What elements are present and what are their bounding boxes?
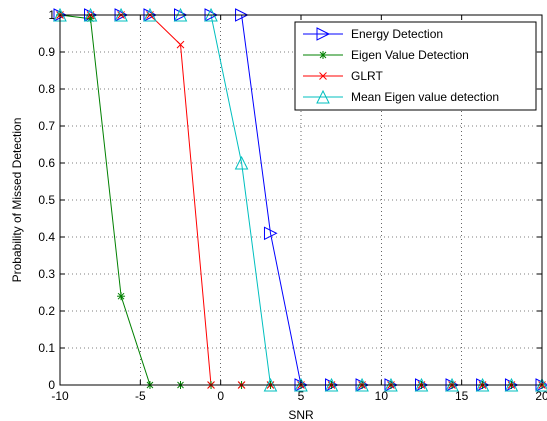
y-tick-label: 1 bbox=[48, 8, 55, 22]
tick-labels: -10 -5 0 5 10 15 20 0 0.1 0.2 0.3 0.4 0.5 0.6 0.7 0.8 0.… bbox=[38, 8, 547, 403]
legend-label: GLRT bbox=[351, 69, 383, 83]
axis-ticks bbox=[59, 14, 543, 386]
y-tick-label: 0.8 bbox=[38, 82, 55, 96]
legend-swatch-marker bbox=[316, 89, 330, 104]
x-tick-label: 15 bbox=[455, 389, 469, 403]
y-tick-label: 0.3 bbox=[38, 267, 55, 281]
legend-item: Eigen Value Detection bbox=[303, 48, 469, 62]
legend-label: Mean Eigen value detection bbox=[351, 90, 499, 104]
data-point-series-1 bbox=[263, 226, 278, 241]
legend-label: Eigen Value Detection bbox=[351, 48, 469, 62]
legend-swatch-marker bbox=[319, 51, 327, 59]
x-tick-label: 0 bbox=[217, 389, 224, 403]
y-axis-label: Probability of Missed Detection bbox=[10, 118, 24, 283]
y-tick-label: 0.7 bbox=[38, 119, 55, 133]
y-tick-label: 0.6 bbox=[38, 156, 55, 170]
legend-swatch-marker bbox=[316, 27, 331, 41]
y-tick-label: 0.5 bbox=[38, 193, 55, 207]
y-tick-label: 0.1 bbox=[38, 341, 55, 355]
x-tick-label: 5 bbox=[298, 389, 305, 403]
y-tick-label: 0.2 bbox=[38, 304, 55, 318]
legend-label: Energy Detection bbox=[351, 27, 443, 41]
legend-item: Mean Eigen value detection bbox=[303, 89, 499, 104]
x-tick-label: -5 bbox=[135, 389, 146, 403]
marker-shape bbox=[234, 155, 249, 170]
marker-shape bbox=[117, 292, 125, 300]
data-point-series-4 bbox=[234, 155, 249, 170]
x-tick-label: 20 bbox=[535, 389, 547, 403]
y-tick-label: 0.4 bbox=[38, 230, 55, 244]
y-tick-label: 0 bbox=[48, 378, 55, 392]
marker-shape bbox=[176, 40, 185, 49]
data-point-series-2 bbox=[117, 292, 126, 301]
legend-swatch-marker bbox=[319, 72, 327, 80]
marker-shape bbox=[263, 226, 278, 241]
marker-shape bbox=[319, 51, 327, 59]
x-tick-label: 10 bbox=[375, 389, 389, 403]
x-axis-label: SNR bbox=[288, 408, 314, 421]
marker-shape bbox=[316, 27, 331, 41]
marker-shape bbox=[319, 72, 327, 80]
legend-box bbox=[294, 21, 537, 111]
marker-shape bbox=[316, 89, 330, 104]
x-tick-label: -10 bbox=[51, 389, 69, 403]
legend-item: Energy Detection bbox=[303, 27, 443, 41]
legend: Energy Detection Eigen Value Detection GLR… bbox=[294, 21, 537, 111]
data-point-series-3 bbox=[176, 40, 185, 49]
y-tick-label: 0.9 bbox=[38, 45, 55, 59]
legend-item: GLRT bbox=[303, 69, 383, 83]
